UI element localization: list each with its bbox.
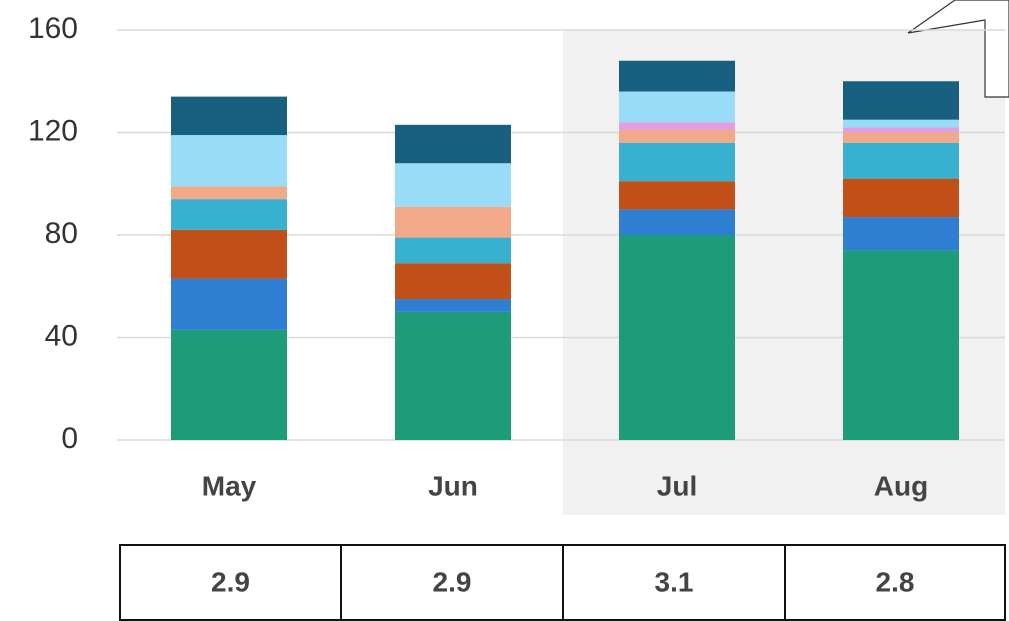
y-tick-label: 160 [28,12,78,45]
bar-segment [843,81,959,120]
table-cell: 3.1 [655,566,694,597]
bar-segment [395,237,511,264]
bar-segment [619,181,735,210]
table-cell: 2.8 [876,566,915,597]
table-cell: 2.9 [433,566,472,597]
bar-segment [171,186,287,200]
bar-segment [171,278,287,330]
bar-segment [843,132,959,143]
bar-segment [619,60,735,92]
bar-segment [619,122,735,130]
bar-segment [171,135,287,187]
x-tick-label: Jul [657,470,697,501]
y-tick-label: 80 [45,217,78,250]
bar-segment [619,129,735,143]
bar-segment [619,209,735,235]
callout [907,0,1009,98]
bar-segment [171,96,287,136]
bar-segment [171,199,287,230]
bar-segment [619,142,735,182]
x-tick-label: May [202,470,257,501]
y-tick-label: 0 [61,422,78,455]
y-tick-label: 40 [45,319,78,352]
bar-segment [395,163,511,207]
bar-segment [395,311,511,440]
y-tick-label: 120 [28,114,78,147]
bar-segment [171,329,287,440]
x-tick-label: Aug [874,470,928,501]
bar-segment [619,91,735,123]
bar-segment [843,127,959,133]
bar-segment [395,299,511,312]
bar-segment [843,250,959,440]
table-cell: 2.9 [211,566,250,597]
bar-segment [843,119,959,128]
bar-segment [843,217,959,251]
bar-segment [395,263,511,300]
bar-segment [843,142,959,179]
bar-segment [171,229,287,279]
bar-segment [843,178,959,218]
bar-segment [395,124,511,164]
bar-segment [619,235,735,440]
x-tick-label: Jun [428,470,478,501]
bar-segment [395,206,511,238]
